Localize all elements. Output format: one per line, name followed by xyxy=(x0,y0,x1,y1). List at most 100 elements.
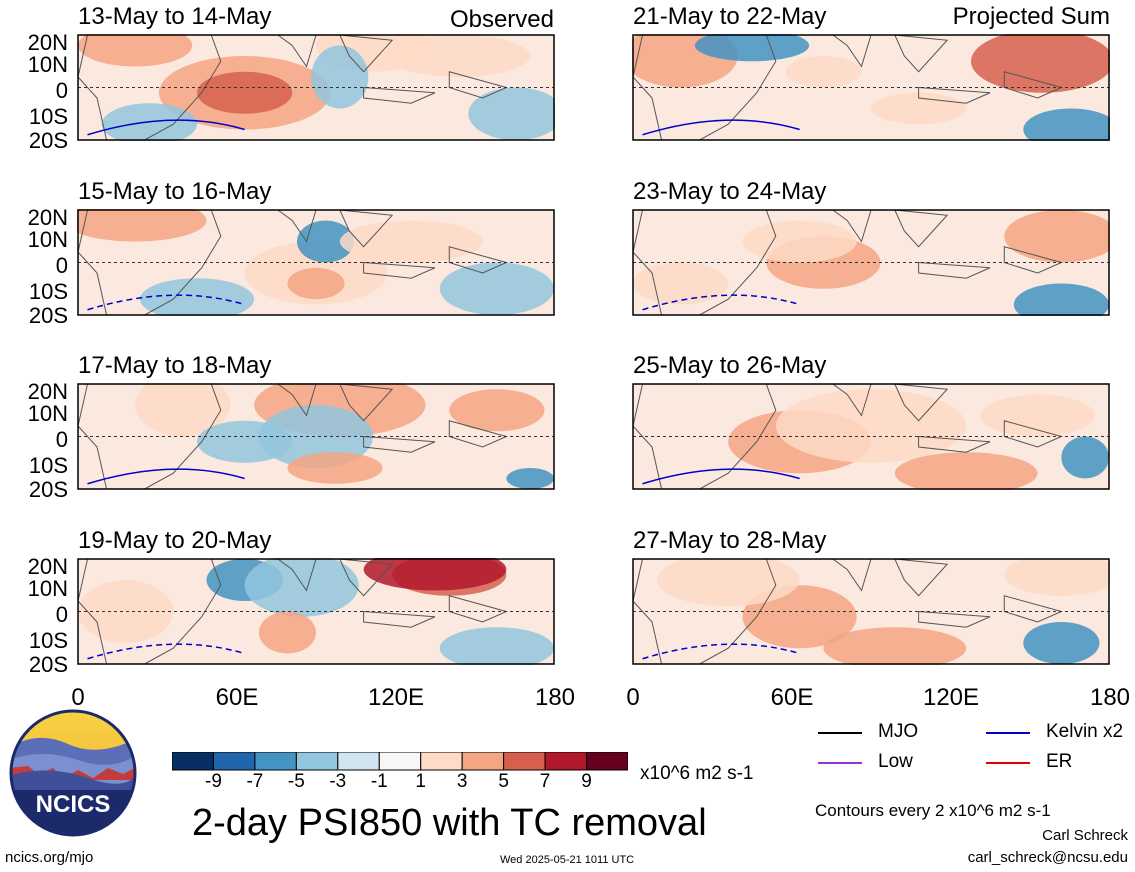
lon-tick-label: 60E xyxy=(215,684,259,711)
panel-title: 23-May to 24-May xyxy=(633,178,827,205)
coastline xyxy=(77,34,508,141)
lat-tick-label: 10N xyxy=(27,227,68,252)
colorbar xyxy=(172,752,628,771)
legend-line-er xyxy=(986,762,1030,764)
kelvin-contour xyxy=(642,294,800,311)
lon-tick-label: 0 xyxy=(71,684,85,711)
coastline xyxy=(632,34,1063,141)
lat-tick-label: 10S xyxy=(28,279,68,304)
observed-label: Observed xyxy=(449,6,554,33)
colorbar-swatch xyxy=(420,752,463,771)
anomaly-field xyxy=(244,558,359,617)
anomaly-field xyxy=(656,558,800,607)
coastline xyxy=(77,558,508,665)
anomaly-field xyxy=(1061,436,1109,479)
lat-tick-label: 10N xyxy=(27,401,68,426)
anomaly-field xyxy=(139,278,255,316)
anomaly-field xyxy=(296,220,355,263)
panel-title: 25-May to 26-May xyxy=(633,352,827,379)
anomaly-field xyxy=(287,452,383,484)
colorbar-swatch xyxy=(254,752,297,771)
anomaly-field xyxy=(980,394,1095,437)
colorbar-swatch xyxy=(586,752,628,771)
kelvin-contour xyxy=(87,294,245,311)
kelvin-contour xyxy=(642,643,800,660)
legend-label-mjo: MJO xyxy=(878,721,919,742)
kelvin-contour xyxy=(87,119,245,136)
lat-tick-label: 20S xyxy=(28,303,68,328)
anomaly-field xyxy=(258,405,374,468)
colorbar-swatch xyxy=(544,752,588,771)
panel-title: 15-May to 16-May xyxy=(78,178,272,205)
anomaly-field xyxy=(311,45,369,109)
anomaly-field xyxy=(785,56,862,88)
author-email: carl_schreck@ncsu.edu xyxy=(967,849,1128,866)
lat-tick-label: 10S xyxy=(28,104,68,129)
map-panel xyxy=(77,558,555,665)
kelvin-contour xyxy=(87,468,245,485)
legend-line-mjo xyxy=(818,732,862,734)
lat-tick-label: 20N xyxy=(27,379,68,404)
colorbar-tick-label: 5 xyxy=(498,771,509,792)
site-url: ncics.org/mjo xyxy=(5,849,94,866)
anomaly-field xyxy=(339,220,483,263)
anomaly-field xyxy=(1013,283,1109,316)
colorbar-tick-label: -5 xyxy=(287,771,305,792)
anomaly-field xyxy=(1004,210,1110,263)
anomaly-field xyxy=(894,452,1038,490)
ncics-logo: NCICS xyxy=(9,709,137,837)
lon-tick-label: 120E xyxy=(367,684,425,711)
lat-tick-label: 0 xyxy=(55,253,68,278)
map-panel xyxy=(632,383,1110,490)
kelvin-contour xyxy=(642,468,800,485)
colorbar-tick-label: 3 xyxy=(456,771,468,792)
projected-sum-label: Projected Sum xyxy=(952,3,1110,30)
anomaly-field xyxy=(742,220,857,263)
panel-title: 13-May to 14-May xyxy=(78,3,272,30)
colorbar-tick-label: -3 xyxy=(329,771,347,792)
anomaly-field xyxy=(387,35,531,77)
map-panel xyxy=(77,34,555,141)
chart-title: 2-day PSI850 with TC removal xyxy=(192,802,707,844)
lat-tick-label: 20N xyxy=(27,554,68,579)
legend-line-low xyxy=(818,762,862,764)
panel-title: 17-May to 18-May xyxy=(78,352,272,379)
lat-tick-label: 0 xyxy=(55,602,68,627)
colorbar-units: x10^6 m2 s-1 xyxy=(640,763,754,784)
map-panel xyxy=(632,558,1110,665)
lat-tick-label: 10S xyxy=(28,628,68,653)
colorbar-swatch xyxy=(461,752,505,771)
anomaly-field xyxy=(468,87,555,140)
legend-label-kelvin: Kelvin x2 xyxy=(1046,721,1124,742)
lat-tick-label: 10N xyxy=(27,576,68,601)
colorbar-tick-label: 1 xyxy=(415,771,426,792)
legend-label-er: ER xyxy=(1046,751,1073,772)
legend-line-kelvin xyxy=(986,732,1030,734)
colorbar-swatch xyxy=(212,752,256,771)
anomaly-field xyxy=(439,262,554,315)
anomaly-field xyxy=(633,262,729,305)
anomaly-field xyxy=(287,267,345,300)
lat-tick-label: 10S xyxy=(28,453,68,478)
lon-tick-label: 60E xyxy=(770,684,814,711)
anomaly-field xyxy=(449,389,545,432)
anomaly-field xyxy=(258,611,316,654)
colorbar-swatch xyxy=(172,752,214,771)
lon-tick-label: 180 xyxy=(534,684,576,711)
coastline xyxy=(77,209,508,316)
anomaly-field xyxy=(970,34,1110,93)
anomaly-field xyxy=(1004,558,1110,596)
lat-tick-label: 20S xyxy=(28,652,68,677)
colorbar-swatch xyxy=(503,752,546,771)
panel-title: 27-May to 28-May xyxy=(633,527,827,554)
map-panel xyxy=(632,209,1110,316)
author: Carl Schreck xyxy=(1042,827,1128,844)
anomaly-field xyxy=(823,627,967,665)
panel-title: 19-May to 20-May xyxy=(78,527,272,554)
map-panel xyxy=(77,383,555,490)
lat-tick-label: 10N xyxy=(27,52,68,77)
lat-tick-label: 0 xyxy=(55,78,68,103)
anomaly-field xyxy=(439,627,554,665)
coastline xyxy=(632,558,1063,665)
lat-tick-label: 20N xyxy=(27,205,68,230)
